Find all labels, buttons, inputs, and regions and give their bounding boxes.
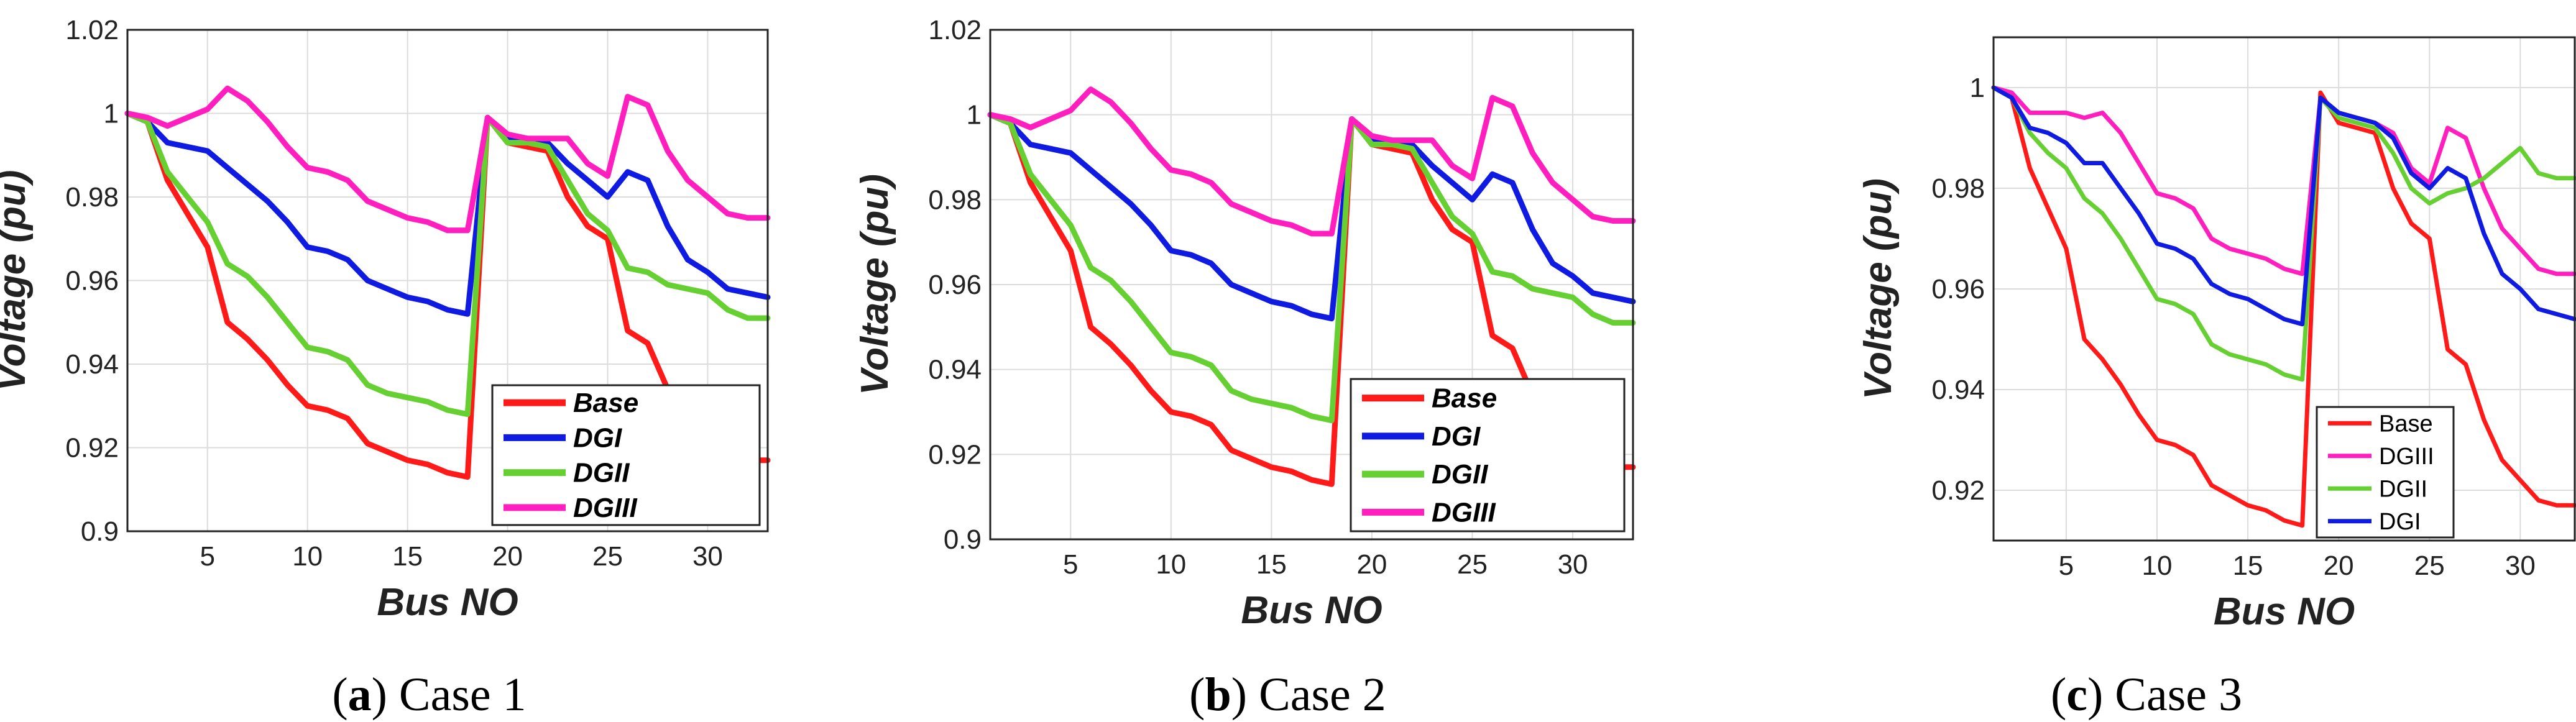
y-tick-label: 1 [967,100,982,130]
legend-label-dgi: DGI [1432,421,1481,452]
series-line-base [1991,85,2576,528]
legend-label-dgi: DGI [573,423,622,453]
x-tick-label: 5 [1063,549,1078,580]
chart-panel-case-3: 5 10 15 20 25 30 0.92 0.94 0.96 0.98 1 Bus NO Voltag… [1717,0,2576,721]
y-tick-label: 0.92 [928,439,982,470]
caption-case-2: (b) Case 2 [1189,669,1386,721]
plot-frame [126,29,769,532]
y-axis-label: Voltage (pu) [0,170,34,391]
x-tick-label: 15 [392,541,423,572]
legend-box [491,384,761,526]
legend-label-dgiii: DGIII [2379,444,2434,470]
x-tick-label: 10 [2141,551,2172,581]
series-line-dgiii [124,85,771,234]
caption-letter: c [2066,669,2087,721]
caption-text: ) Case 3 [2087,669,2243,721]
legend-box [2316,406,2455,539]
x-tick-label: 20 [1356,549,1387,580]
plot-frame [1992,36,2576,542]
y-tick-label: 0.96 [1931,274,1985,304]
legend-label-base: Base [1432,383,1497,414]
y-tick-label: 0.9 [944,524,982,555]
y-tick-label: 0.92 [1931,475,1985,506]
x-tick-label: 30 [692,541,723,572]
y-tick-label: 1.02 [928,15,982,45]
x-tick-label: 10 [1156,549,1186,580]
x-tick-label: 15 [1256,549,1287,580]
series-line-dgii [1991,85,2576,382]
x-tick-label: 5 [200,541,215,572]
legend-label-dgiii: DGIII [1432,497,1496,528]
y-tick-label: 0.98 [65,182,119,212]
chart-panel-case-1: 5 10 15 20 25 30 0.9 0.92 0.94 0.96 0.98 1 1.02 Bus N… [0,0,858,721]
legend-label-dgiii: DGIII [573,493,637,523]
y-tick-label: 1.02 [65,15,119,45]
x-tick-label: 25 [1457,549,1488,580]
y-axis-label: Voltage (pu) [1857,178,1900,400]
series-line-base [124,111,771,480]
series-line-dgiii [1991,85,2576,276]
y-tick-label: 0.92 [65,433,119,464]
legend-label-dgii: DGII [573,458,630,488]
x-tick-label: 25 [2414,551,2445,581]
chart-case-3: 5 10 15 20 25 30 0.92 0.94 0.96 0.98 1 Bus NO Voltag… [1857,36,2576,633]
legend-label-base: Base [573,388,638,418]
chart-case-1: 5 10 15 20 25 30 0.9 0.92 0.94 0.96 0.98 1 1.02 Bus N… [0,15,771,624]
y-tick-label: 0.96 [65,266,119,296]
y-tick-label: 1 [104,99,119,129]
series-line-dgi [1991,85,2576,327]
x-tick-label: 5 [2059,551,2074,581]
chart-panel-case-2: 5 10 15 20 25 30 0.9 0.92 0.94 0.96 0.98 1 1.02 Bus N… [853,0,1717,721]
series-line-dgi [124,111,771,317]
y-tick-label: 0.98 [1931,173,1985,204]
x-tick-label: 30 [1558,549,1588,580]
y-tick-label: 1 [1970,73,1985,103]
x-axis-label: Bus NO [2214,590,2355,633]
series-line-dgii [124,111,771,418]
legend-box [1350,378,1626,532]
x-axis-label: Bus NO [377,581,518,624]
y-tick-label: 0.96 [928,270,982,300]
caption-case-1: (a) Case 1 [332,669,527,721]
x-tick-label: 20 [2324,551,2354,581]
y-tick-label: 0.98 [928,185,982,215]
x-tick-label: 30 [2505,551,2536,581]
legend-label-dgii: DGII [1432,459,1488,490]
x-axis-label: Bus NO [1241,589,1382,632]
series-line-dgi [987,112,1636,322]
y-tick-label: 0.9 [81,516,119,547]
caption-letter: b [1205,669,1231,721]
chart-case-2: 5 10 15 20 25 30 0.9 0.92 0.94 0.96 0.98 1 1.02 Bus N… [853,15,1636,632]
caption-letter: a [347,669,372,721]
x-tick-label: 15 [2233,551,2263,581]
legend-label-dgii: DGII [2379,476,2427,502]
legend-label-dgi: DGI [2379,509,2421,535]
caption-case-3: (c) Case 3 [2050,669,2243,721]
caption-text: ) Case 2 [1231,669,1386,721]
legend-label-base: Base [2379,411,2433,437]
y-tick-label: 0.94 [1931,375,1985,405]
caption-text: ) Case 1 [371,669,527,721]
y-tick-label: 0.94 [65,349,119,380]
series-line-dgii [987,112,1636,424]
x-tick-label: 10 [292,541,323,572]
y-tick-label: 0.94 [928,355,982,385]
series-line-dgiii [987,86,1636,237]
y-axis-label: Voltage (pu) [853,174,896,395]
plot-frame [989,29,1634,541]
x-tick-label: 20 [492,541,523,572]
x-tick-label: 25 [592,541,623,572]
